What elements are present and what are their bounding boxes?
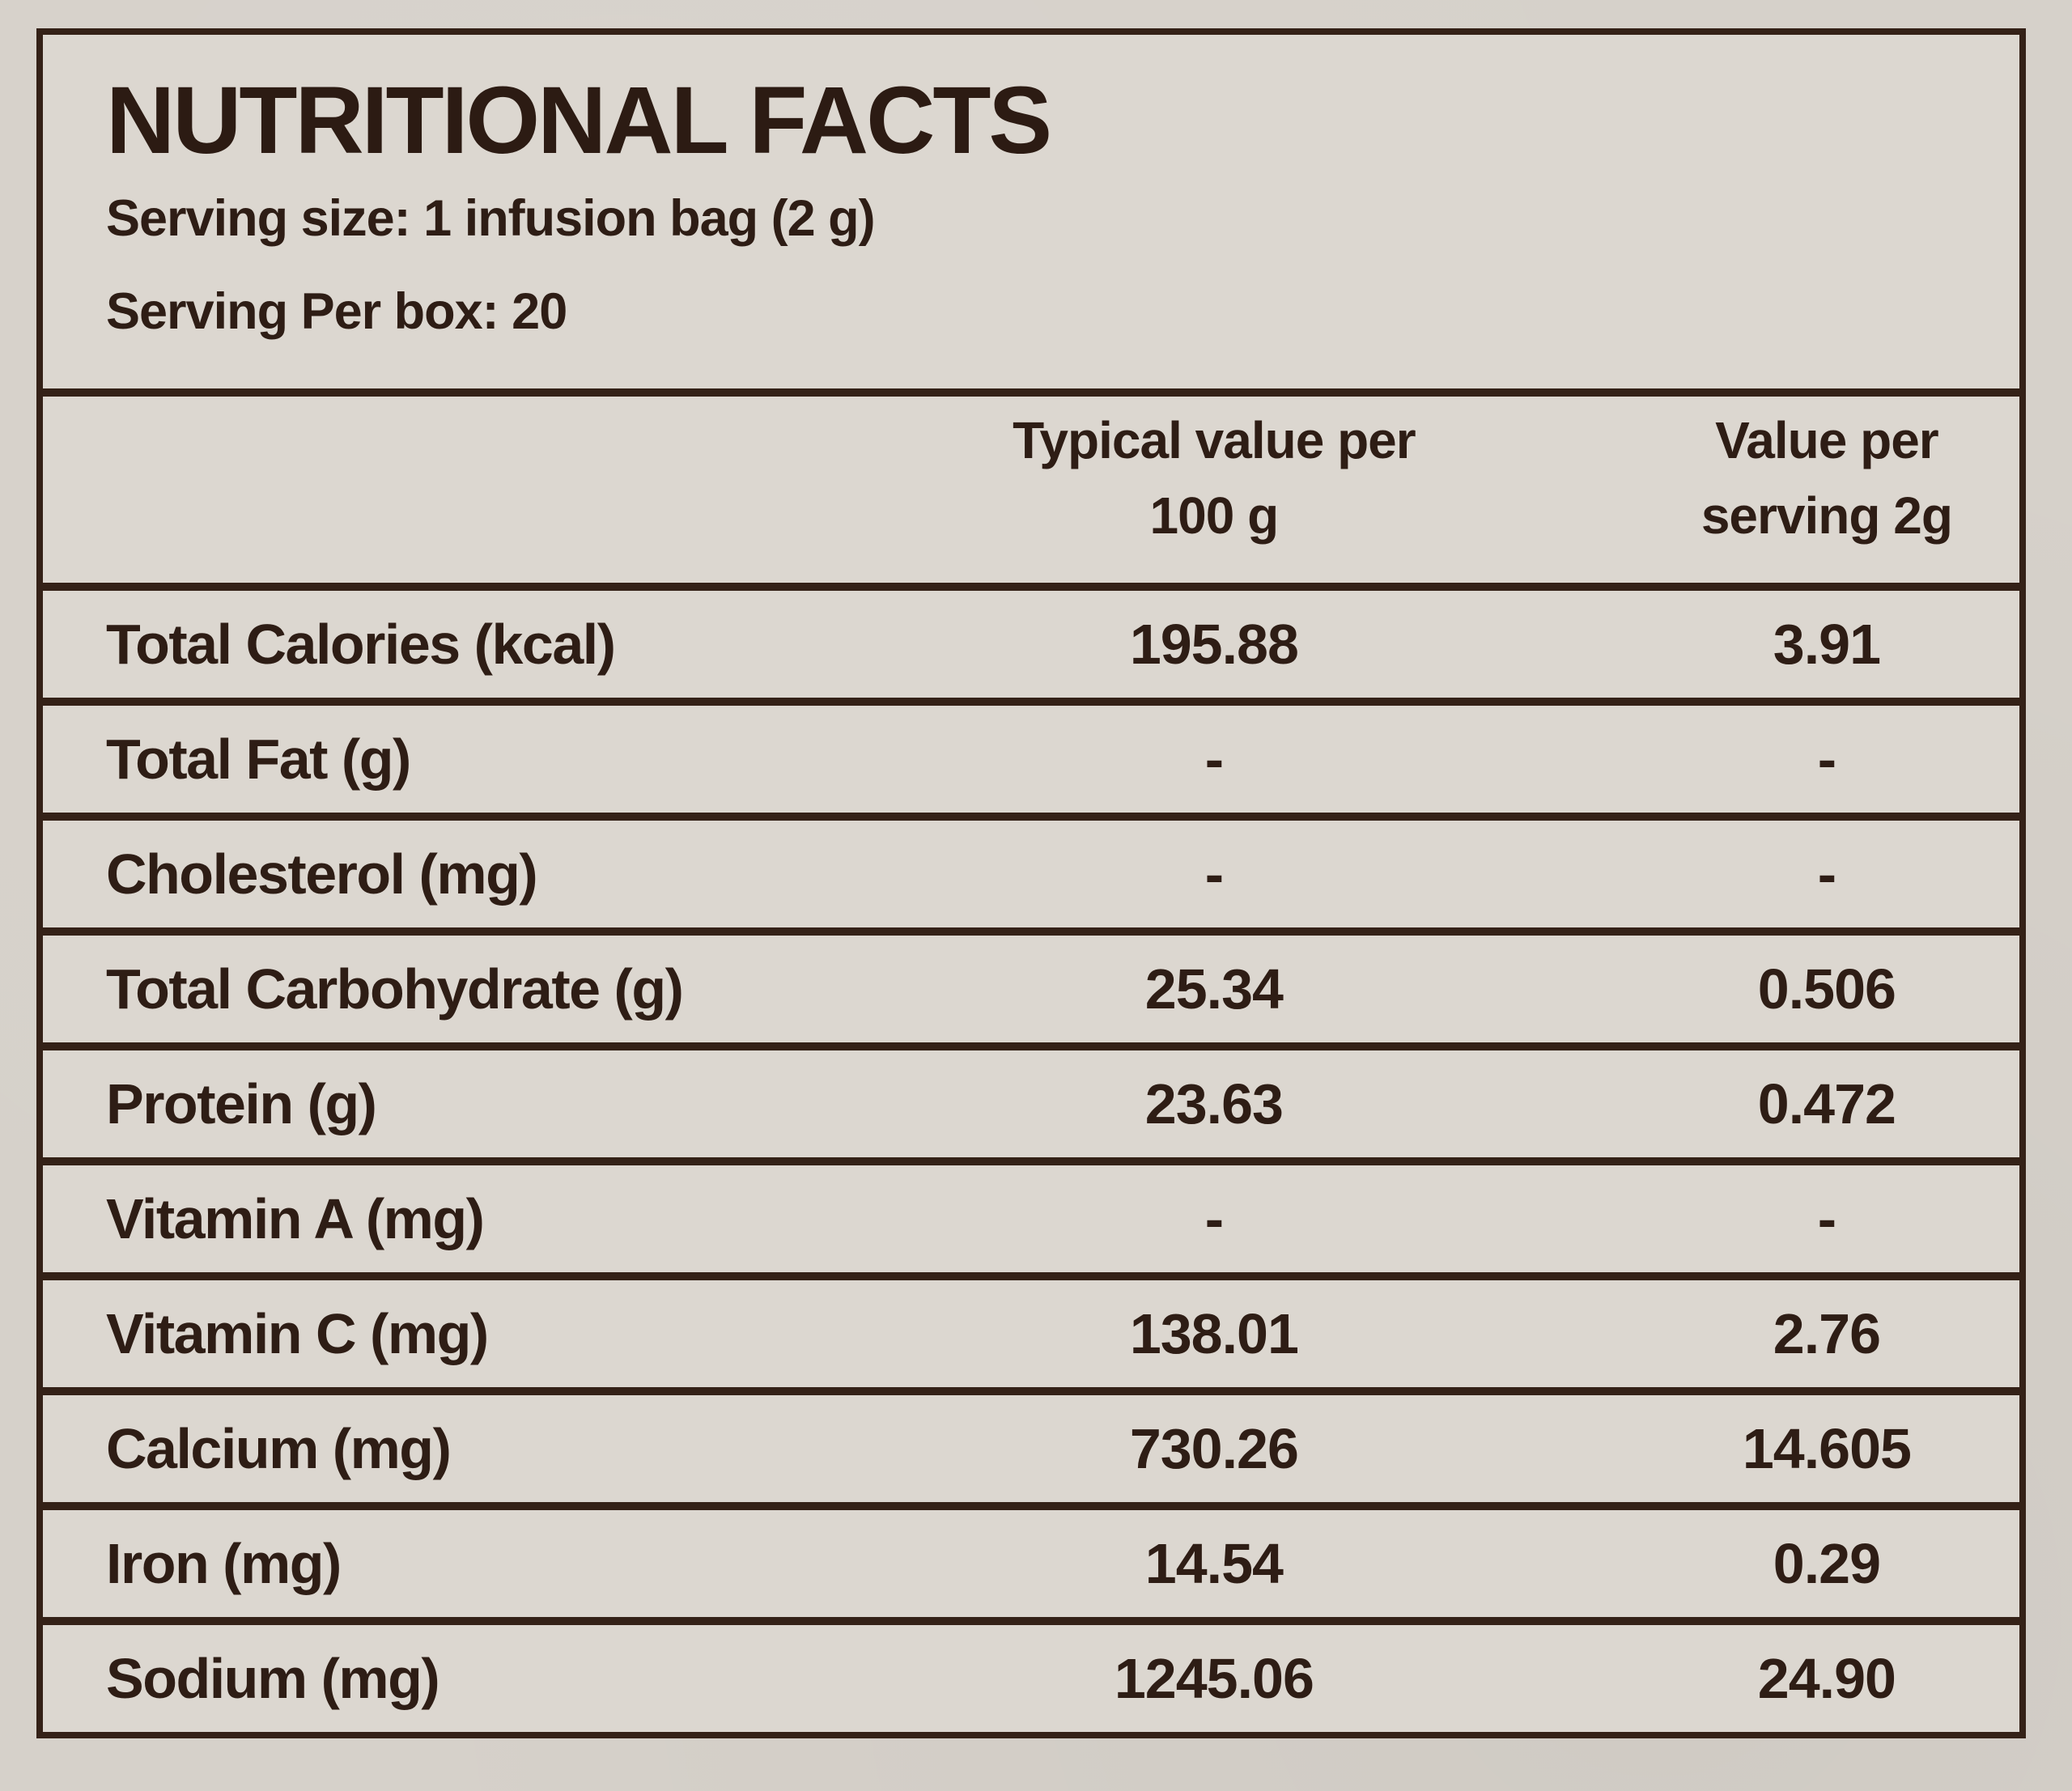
column-header-per-100g-line2: 100 g: [1149, 486, 1280, 545]
nutrition-facts-panel: NUTRITIONAL FACTS Serving size: 1 infusi…: [36, 28, 2026, 1738]
value-per-100g: -: [1204, 1187, 1224, 1250]
column-header-per-serving-line2: serving 2g: [1700, 486, 1953, 545]
value-per-serving: -: [1817, 842, 1836, 906]
table-row: Protein (g) 23.63 0.472: [43, 1042, 2019, 1157]
table-row: Sodium (mg) 1245.06 24.90: [43, 1617, 2019, 1732]
column-header-per-serving-line1: Value per: [1715, 411, 1939, 469]
value-per-100g: 195.88: [1129, 613, 1299, 676]
nutrient-label: Total Carbohydrate (g): [106, 957, 684, 1021]
value-per-100g: 23.63: [1144, 1072, 1284, 1135]
value-per-serving: 24.90: [1757, 1647, 1896, 1710]
table-row: Vitamin A (mg) - -: [43, 1157, 2019, 1272]
column-header-per-serving: Value per serving 2g: [1634, 397, 2019, 583]
table-row: Total Fat (g) - -: [43, 698, 2019, 813]
value-per-serving: 3.91: [1773, 613, 1881, 676]
serving-per-box-text: Serving Per box: 20: [106, 283, 567, 341]
serving-size-text: Serving size: 1 infusion bag (2 g): [106, 190, 876, 248]
value-per-serving: 0.506: [1757, 957, 1896, 1021]
table-row: Vitamin C (mg) 138.01 2.76: [43, 1272, 2019, 1387]
nutrient-label: Cholesterol (mg): [106, 842, 538, 906]
column-header-per-100g: Typical value per 100 g: [794, 397, 1634, 583]
value-per-serving: 0.29: [1773, 1532, 1881, 1595]
table-row: Total Carbohydrate (g) 25.34 0.506: [43, 927, 2019, 1042]
column-header-per-100g-line1: Typical value per: [1013, 411, 1416, 469]
nutrient-label: Vitamin A (mg): [106, 1187, 485, 1250]
value-per-100g: 1245.06: [1114, 1647, 1314, 1710]
table-row: Calcium (mg) 730.26 14.605: [43, 1387, 2019, 1502]
table-row: Cholesterol (mg) - -: [43, 813, 2019, 927]
value-per-serving: 2.76: [1773, 1302, 1881, 1365]
value-per-100g: -: [1204, 842, 1224, 906]
value-per-serving: 14.605: [1742, 1417, 1912, 1480]
nutrient-label: Iron (mg): [106, 1532, 342, 1595]
value-per-serving: -: [1817, 1187, 1836, 1250]
value-per-serving: -: [1817, 728, 1836, 791]
value-per-100g: 730.26: [1129, 1417, 1299, 1480]
nutrient-label: Sodium (mg): [106, 1647, 440, 1710]
table-header-row: Typical value per 100 g Value per servin…: [43, 388, 2019, 583]
value-per-serving: 0.472: [1757, 1072, 1896, 1135]
value-per-100g: -: [1204, 728, 1224, 791]
nutrient-label: Protein (g): [106, 1072, 377, 1135]
label-header: NUTRITIONAL FACTS Serving size: 1 infusi…: [43, 35, 2019, 388]
nutrient-label: Calcium (mg): [106, 1417, 452, 1480]
table-row: Iron (mg) 14.54 0.29: [43, 1502, 2019, 1617]
nutrient-label: Total Calories (kcal): [106, 613, 616, 676]
table-row: Total Calories (kcal) 195.88 3.91: [43, 583, 2019, 698]
value-per-100g: 138.01: [1129, 1302, 1299, 1365]
value-per-100g: 25.34: [1144, 957, 1284, 1021]
nutrient-label: Vitamin C (mg): [106, 1302, 489, 1365]
value-per-100g: 14.54: [1144, 1532, 1284, 1595]
label-title: NUTRITIONAL FACTS: [106, 67, 1052, 174]
nutrient-label: Total Fat (g): [106, 728, 411, 791]
column-header-nutrient-empty: [43, 397, 794, 583]
